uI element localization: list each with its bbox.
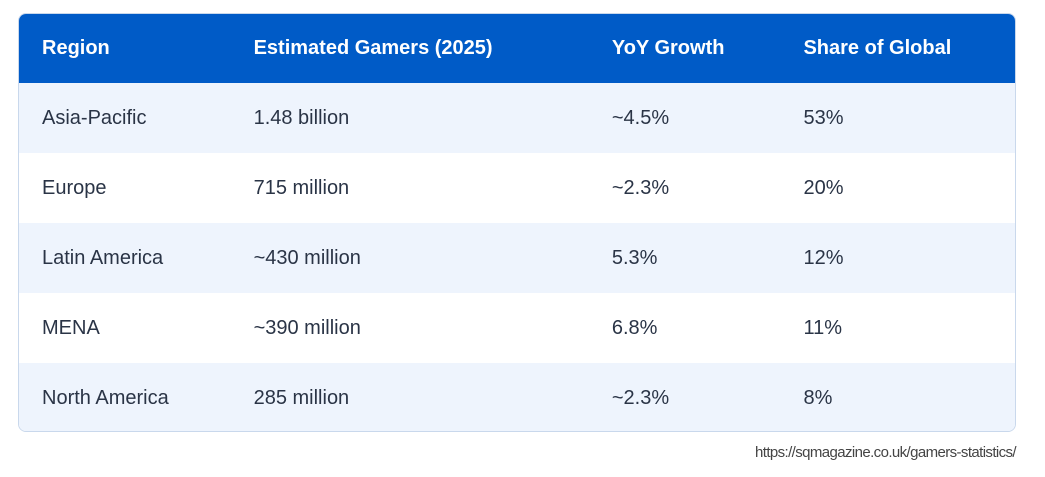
cell-yoy-growth: 5.3%: [611, 246, 658, 269]
table-row: Asia-Pacific 1.48 billion ~4.5% 53%: [19, 83, 1015, 153]
table-row: MENA ~390 million 6.8% 11%: [19, 293, 1015, 363]
cell-share-of-global: 12%: [803, 246, 844, 269]
cell-share-of-global: 8%: [803, 386, 833, 409]
cell-region: Europe: [42, 176, 107, 199]
table-row: Europe 715 million ~2.3% 20%: [19, 153, 1015, 223]
cell-estimated-gamers: ~390 million: [253, 316, 361, 339]
cell-share-of-global: 11%: [803, 316, 843, 339]
table-row: North America 285 million ~2.3% 8%: [19, 363, 1015, 431]
cell-share-of-global: 20%: [803, 176, 844, 199]
cell-estimated-gamers: 1.48 billion: [253, 106, 350, 129]
cell-estimated-gamers: 285 million: [253, 386, 350, 409]
header-region: Region: [42, 37, 110, 59]
table-header-row: Region Estimated Gamers (2025) YoY Growt…: [19, 14, 1015, 83]
cell-region: North America: [42, 386, 169, 409]
header-estimated-gamers: Estimated Gamers (2025): [253, 37, 493, 59]
table-row: Latin America ~430 million 5.3% 12%: [19, 223, 1015, 293]
header-yoy-growth: YoY Growth: [611, 37, 725, 59]
cell-yoy-growth: ~2.3%: [611, 176, 670, 199]
header-share-of-global: Share of Global: [803, 37, 952, 59]
cell-region: Asia-Pacific: [42, 106, 147, 129]
cell-yoy-growth: ~4.5%: [611, 106, 670, 129]
gamers-by-region-table: Region Estimated Gamers (2025) YoY Growt…: [18, 13, 1016, 432]
cell-region: MENA: [42, 316, 100, 339]
cell-share-of-global: 53%: [803, 106, 844, 129]
cell-estimated-gamers: ~430 million: [253, 246, 361, 269]
cell-yoy-growth: ~2.3%: [611, 386, 670, 409]
source-url: https://sqmagazine.co.uk/gamers-statisti…: [755, 444, 1017, 461]
cell-region: Latin America: [42, 246, 164, 269]
cell-estimated-gamers: 715 million: [253, 176, 350, 199]
cell-yoy-growth: 6.8%: [611, 316, 658, 339]
